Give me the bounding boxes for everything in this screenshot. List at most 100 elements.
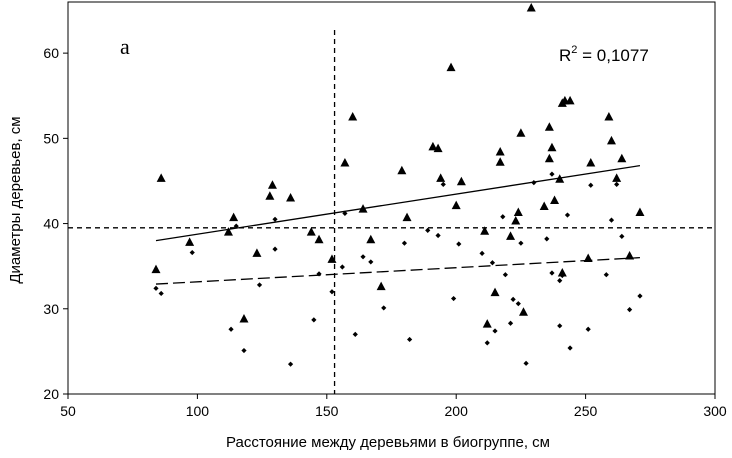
triangle-point <box>547 142 557 152</box>
triangle-point <box>314 234 324 244</box>
diamond-point <box>256 282 263 288</box>
triangle-point <box>544 153 554 163</box>
triangle-point <box>456 176 466 186</box>
x-tick-label: 50 <box>60 403 76 419</box>
triangle-point <box>327 254 337 263</box>
plot-area-frame <box>67 1 716 395</box>
triangle-point <box>151 264 161 274</box>
diamond-point <box>549 270 555 276</box>
r-squared-value: = 0,1077 <box>577 46 648 65</box>
diamond-point <box>608 217 615 223</box>
y-tick-label: 60 <box>43 45 59 61</box>
y-axis-title: Диаметры деревьев, см <box>7 116 24 283</box>
triangle-point <box>397 165 407 175</box>
diamond-point <box>557 323 563 329</box>
diamond-point <box>316 271 322 277</box>
diamond-point <box>549 171 555 177</box>
diamond-point <box>523 360 529 366</box>
triangle-point <box>451 200 461 210</box>
diamond-point <box>189 249 195 256</box>
diamond-point <box>588 182 594 188</box>
triangle-point <box>265 191 275 200</box>
diamond-point <box>381 305 387 311</box>
diamond-point <box>360 254 366 260</box>
diamond-point <box>626 307 633 313</box>
x-tick-label: 300 <box>703 403 727 419</box>
diamond-point <box>339 264 345 270</box>
triangle-point <box>526 2 536 12</box>
triangle-point <box>550 195 560 205</box>
diamond-point <box>510 296 516 303</box>
triangle-point <box>612 173 622 182</box>
y-tick-label: 20 <box>43 386 59 402</box>
diamond-point <box>507 320 514 326</box>
diamond-point <box>329 289 335 295</box>
triangle-point <box>635 207 645 216</box>
diamond-point <box>564 212 571 218</box>
diamond-point <box>158 290 164 297</box>
diamond-point <box>287 361 294 367</box>
triangle-point <box>490 287 500 297</box>
y-tick-label: 40 <box>43 216 59 232</box>
diamond-point <box>585 326 591 332</box>
trendline-2 <box>155 257 640 285</box>
triangle-point <box>223 227 233 236</box>
triangle-point <box>267 180 277 189</box>
triangle-point <box>544 122 554 131</box>
triangle-point <box>340 158 350 167</box>
diamond-point <box>352 331 358 337</box>
triangle-point <box>185 237 195 246</box>
triangle-point <box>506 231 516 240</box>
diamond-point <box>515 301 521 307</box>
triangle-point <box>348 112 358 121</box>
y-tick-label: 50 <box>43 130 59 146</box>
triangle-point <box>516 128 526 137</box>
triangle-point <box>565 95 575 105</box>
diamond-point <box>233 223 239 229</box>
triangle-point <box>617 153 627 163</box>
x-tick-label: 200 <box>445 403 469 419</box>
diamond-point <box>311 317 317 323</box>
triangle-point <box>495 157 505 166</box>
diamond-point <box>637 293 643 299</box>
diamond-point <box>489 260 496 266</box>
panel-label: а <box>120 34 130 59</box>
diamond-point <box>407 336 413 343</box>
diamond-point <box>614 181 620 187</box>
diamond-point <box>531 180 537 186</box>
x-tick-label: 250 <box>574 403 598 419</box>
r-squared-superscript: 2 <box>571 44 577 56</box>
triangle-point <box>402 212 412 222</box>
triangle-point <box>586 158 596 167</box>
triangle-point <box>436 173 446 182</box>
y-tick-label: 30 <box>43 301 59 317</box>
diamond-point <box>342 210 348 216</box>
diamond-point <box>619 233 625 239</box>
diamond-point <box>368 259 374 265</box>
x-axis-title: Расстояние между деревьями в биогруппе, … <box>226 434 550 451</box>
x-tick-label: 100 <box>186 403 210 419</box>
diamond-point <box>603 272 609 278</box>
triangle-point <box>518 307 528 316</box>
diamond-point <box>435 232 441 239</box>
triangle-point <box>557 267 567 277</box>
triangle-point <box>252 248 262 257</box>
diamond-point <box>559 272 565 279</box>
diamond-point <box>153 285 159 291</box>
triangle-point <box>239 314 249 323</box>
triangle-point <box>511 216 521 225</box>
r-squared-base: R <box>559 46 571 65</box>
triangle-point <box>286 193 296 202</box>
triangle-point <box>480 226 490 235</box>
diamond-point <box>567 345 573 351</box>
triangle-point <box>306 227 316 236</box>
triangle-point <box>358 204 368 213</box>
triangle-point <box>229 212 239 222</box>
triangle-point <box>366 234 376 244</box>
triangle-point <box>555 174 565 183</box>
triangle-point <box>156 173 166 182</box>
diamond-point <box>451 295 457 302</box>
diamond-point <box>241 347 247 354</box>
diamond-point <box>544 236 550 242</box>
